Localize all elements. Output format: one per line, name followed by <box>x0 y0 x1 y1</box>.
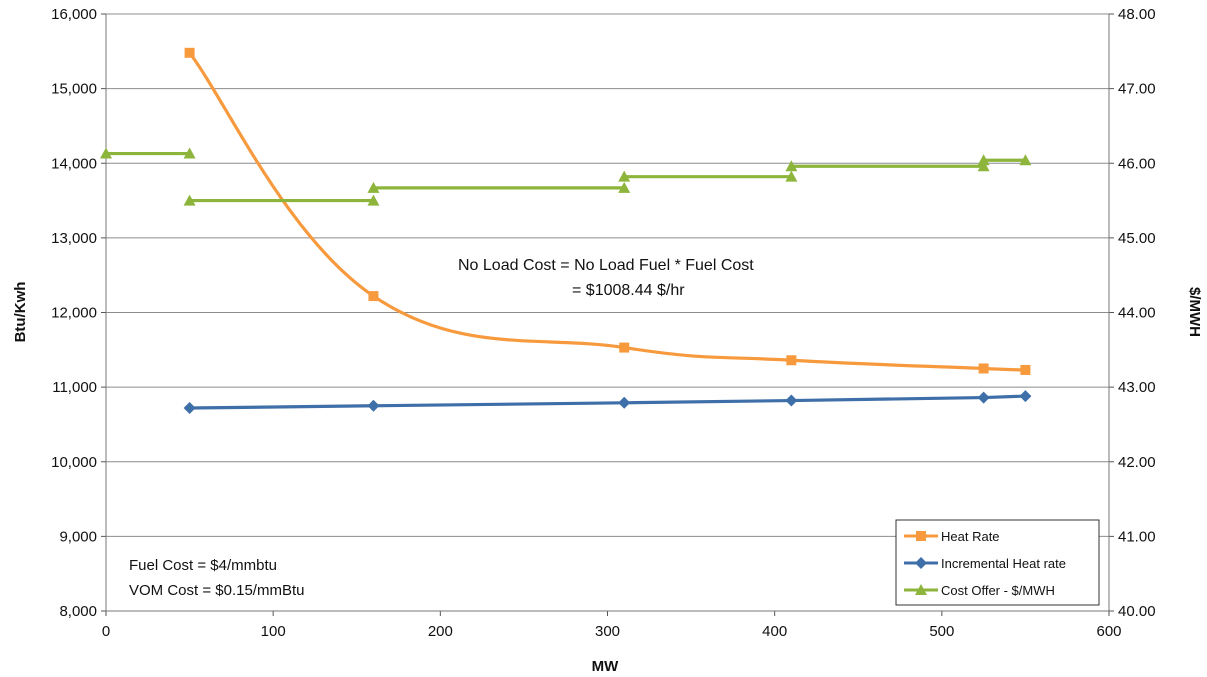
cost-offer-point <box>100 147 112 159</box>
y-left-tick-label: 14,000 <box>51 155 97 172</box>
no-load-cost-annotation-line2: = $1008.44 $/hr <box>572 282 685 299</box>
x-tick-label: 400 <box>762 623 787 640</box>
incremental-heat-rate-point <box>618 396 631 409</box>
x-tick-label: 0 <box>102 623 110 640</box>
cost-offer-point <box>785 170 798 182</box>
y-right-tick-label: 41.00 <box>1118 528 1156 545</box>
legend-label: Incremental Heat rate <box>941 556 1066 571</box>
cost-offer-point <box>618 170 631 182</box>
heat-rate-point <box>786 355 797 366</box>
y-left-tick-label: 12,000 <box>51 305 97 322</box>
cost-offer-point <box>367 194 380 206</box>
incremental-heat-rate-point <box>183 402 196 415</box>
cost-offer-point <box>1019 154 1032 166</box>
incremental-heat-rate-point <box>1019 390 1032 403</box>
legend-label: Cost Offer - $/MWH <box>941 583 1055 598</box>
y-left-tick-label: 13,000 <box>51 230 97 247</box>
incremental-heat-rate-point <box>977 391 990 404</box>
no-load-cost-annotation-line1: No Load Cost = No Load Fuel * Fuel Cost <box>458 257 754 274</box>
gridlines <box>106 13 1109 612</box>
y-right-tick-label: 40.00 <box>1118 603 1156 620</box>
series-incremental-heat-rate <box>183 390 1032 415</box>
cost-offer-point <box>977 160 990 172</box>
incremental-heat-rate-point <box>367 399 380 412</box>
y-left-tick-label: 15,000 <box>51 81 97 98</box>
x-tick-label: 500 <box>929 623 954 640</box>
y-right-axis-title: $/MWH <box>1186 287 1203 337</box>
series-cost-offer <box>100 147 1032 206</box>
y-right-tick-label: 48.00 <box>1118 6 1156 23</box>
cost-offer-point <box>977 154 990 166</box>
y-right-tick-label: 44.00 <box>1118 305 1156 322</box>
legend-swatch-marker <box>915 584 927 595</box>
heat-rate-point <box>368 291 379 302</box>
heat-rate-line <box>188 51 1026 372</box>
vom-cost-annotation: VOM Cost = $0.15/mmBtu <box>129 582 304 599</box>
heat-rate-point <box>619 342 630 353</box>
y-left-tick-label: 10,000 <box>51 454 97 471</box>
heat-rate-point <box>184 47 195 58</box>
heat-rate-point <box>978 363 989 374</box>
legend-swatch-marker <box>915 557 927 569</box>
cost-offer-point <box>618 181 631 193</box>
legend: Heat Rate Incremental Heat rate Cost Offer… <box>895 519 1100 606</box>
y-right-tick-label: 42.00 <box>1118 454 1156 471</box>
y-left-axis-title: Btu/Kwh <box>12 282 29 343</box>
y-left-tick-label: 8,000 <box>59 603 97 620</box>
heat-rate-point <box>1020 364 1031 375</box>
y-left-tick-label: 16,000 <box>51 6 97 23</box>
y-left-tick-label: 11,000 <box>52 379 97 396</box>
y-left-tick-label: 9,000 <box>59 528 97 545</box>
x-tick-label: 600 <box>1096 623 1121 640</box>
y-right-tick-label: 45.00 <box>1118 230 1156 247</box>
cost-offer-point <box>367 181 380 193</box>
cost-offer-point <box>785 160 798 172</box>
axes: 8,000 9,000 10,000 11,000 12,000 13,000 14,000… <box>51 6 1155 640</box>
fuel-cost-annotation: Fuel Cost = $4/mmbtu <box>129 557 277 574</box>
y-right-tick-label: 43.00 <box>1118 379 1156 396</box>
incremental-heat-rate-line <box>189 394 1026 410</box>
legend-swatch-marker <box>916 531 926 541</box>
x-tick-label: 300 <box>595 623 620 640</box>
cost-offer-point <box>183 194 196 206</box>
incremental-heat-rate-point <box>785 394 798 407</box>
x-tick-label: 200 <box>428 623 453 640</box>
x-tick-label: 100 <box>261 623 286 640</box>
series-group <box>100 47 1032 415</box>
y-right-tick-label: 47.00 <box>1118 81 1156 98</box>
x-axis-title: MW <box>592 658 619 675</box>
series-heat-rate <box>184 47 1031 375</box>
y-right-tick-label: 46.00 <box>1118 155 1156 172</box>
cost-offer-point <box>183 147 196 159</box>
legend-label: Heat Rate <box>941 529 1000 544</box>
